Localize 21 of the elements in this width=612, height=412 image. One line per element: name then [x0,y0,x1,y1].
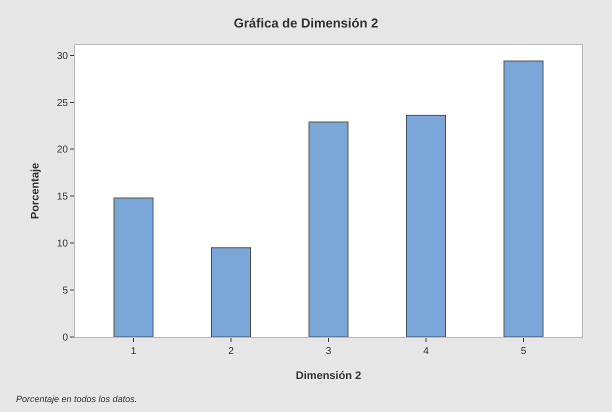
x-tick-label: 1 [130,346,137,357]
y-tick-label: 15 [56,192,68,203]
bar [114,198,154,337]
y-tick-label: 25 [56,98,68,109]
bar [406,114,446,337]
y-axis-title: Porcentaje [30,162,42,220]
y-tick-label: 10 [56,238,68,250]
chart-title: Gráfica de Dimensión 2 [234,16,378,31]
x-tick-label: 3 [326,346,332,357]
y-tick-label: 20 [56,144,68,156]
bar [308,121,348,337]
x-tick-label: 5 [520,346,527,357]
y-tick-label: 0 [62,332,68,344]
text: Porcentaje en todos los datos. [16,394,138,404]
y-tick-label: 30 [56,50,68,62]
bar [504,60,544,337]
x-tick-label: 2 [228,346,234,357]
bar [211,247,251,337]
y-tick-label: 5 [62,286,68,297]
x-axis-title: Dimensión 2 [296,370,362,382]
x-tick-label: 4 [423,346,430,357]
